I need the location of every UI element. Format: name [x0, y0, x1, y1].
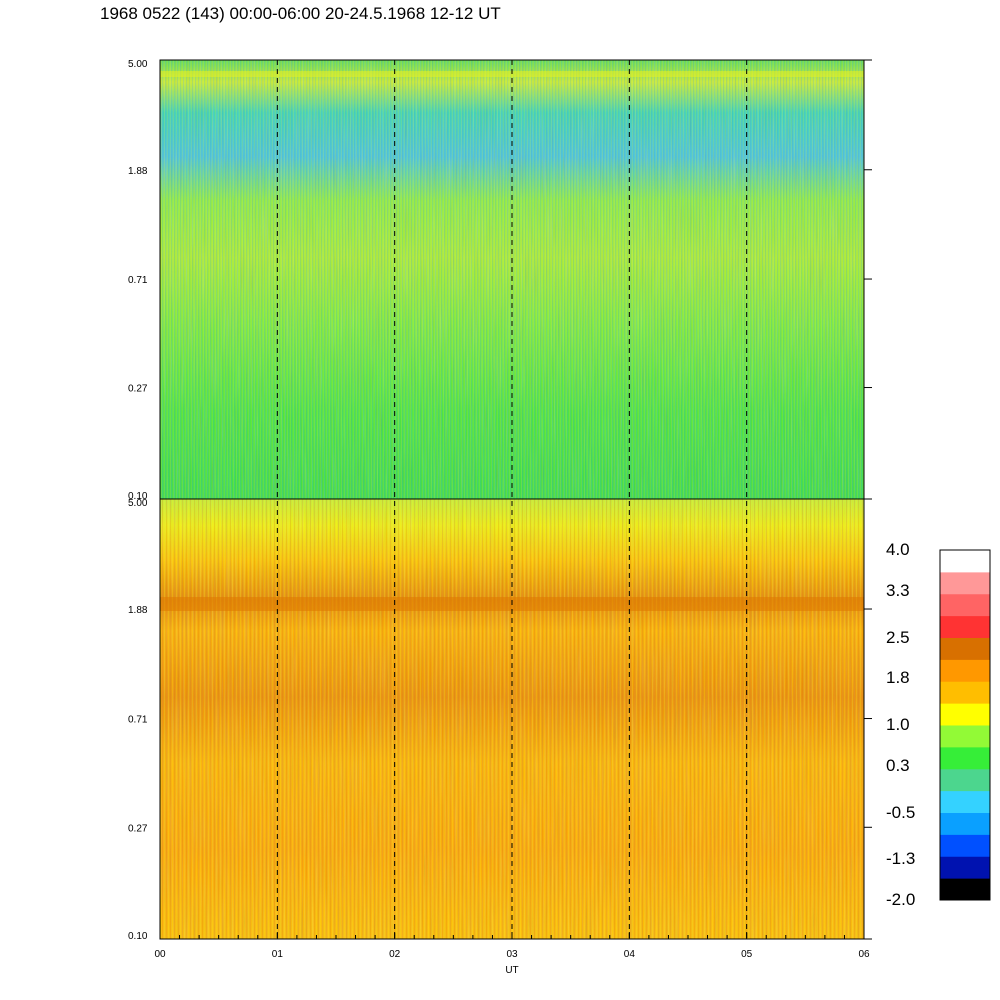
- colorbar-swatch: [940, 812, 990, 835]
- y-tick-label: 0.10: [128, 931, 148, 942]
- colorbar-frame: [939, 549, 991, 901]
- x-tick-label: 04: [624, 949, 636, 960]
- y-tick-label: 0.71: [128, 275, 148, 286]
- colorbar-tick-label: -2.0: [886, 890, 916, 909]
- colorbar-tick-label: 1.8: [886, 668, 910, 688]
- colorbar-tick-label: 3.3: [886, 580, 910, 600]
- colorbar: [939, 549, 991, 901]
- y-tick-label: 1.88: [128, 166, 148, 177]
- x-tick-label: 02: [389, 949, 401, 960]
- colorbar-swatch: [940, 856, 990, 879]
- y-tick-label: 5.00: [128, 59, 148, 70]
- colorbar-tick-label: -1.3: [886, 849, 916, 869]
- x-tick-label: 06: [858, 949, 870, 960]
- colorbar-swatch: [940, 768, 990, 792]
- colorbar-swatch: [940, 615, 990, 638]
- colorbar-swatch: [940, 703, 990, 726]
- y-tick-label: 0.71: [128, 715, 148, 726]
- x-axis-ticks: 00 01 02 03 04 05 06 UT: [154, 932, 870, 976]
- y-tick-label: 5.00: [128, 498, 148, 509]
- x-tick-label: 05: [741, 949, 753, 960]
- x-axis-label: UT: [505, 965, 518, 976]
- colorbar-tick-label: -0.5: [886, 802, 916, 822]
- colorbar-tick-label: 2.5: [886, 627, 910, 647]
- colorbar-tick-label: 0.3: [886, 755, 910, 775]
- y-axis-ticks: 5.001.880.710.270.105.001.880.710.270.10: [128, 59, 872, 942]
- x-tick-label: 01: [272, 949, 284, 960]
- chart-title: 1968 0522 (143) 00:00-06:00 20-24.5.1968…: [100, 4, 501, 23]
- colorbar-swatch: [940, 550, 990, 573]
- colorbar-swatch: [940, 878, 990, 901]
- colorbar-swatch: [940, 681, 990, 704]
- colorbar-swatch: [940, 725, 990, 748]
- y-tick-label: 0.10: [128, 491, 148, 502]
- colorbar-tick-label: 4.0: [886, 540, 910, 559]
- x-tick-label: 00: [154, 949, 166, 960]
- y-tick-label: 0.27: [128, 384, 148, 395]
- colorbar-swatch: [940, 659, 990, 682]
- colorbar-swatch: [940, 571, 990, 595]
- colorbar-swatch: [940, 790, 990, 813]
- hour-marker-lines: [276, 60, 748, 939]
- y-tick-label: 1.88: [128, 605, 148, 616]
- y-tick-label: 0.27: [128, 823, 148, 834]
- colorbar-swatch: [940, 834, 990, 857]
- colorbar-swatch: [940, 637, 990, 660]
- colorbar-tick-label: 1.0: [886, 715, 910, 734]
- colorbar-swatch: [940, 593, 990, 617]
- colorbar-swatch: [940, 746, 990, 770]
- x-tick-label: 03: [506, 949, 518, 960]
